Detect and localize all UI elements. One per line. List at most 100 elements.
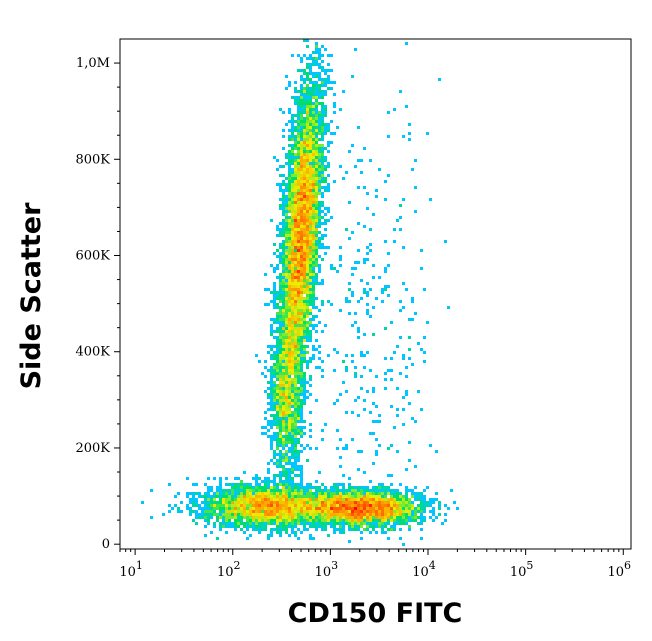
density-cell [285,510,288,513]
density-cell [288,321,291,324]
density-cell [291,195,294,198]
density-cell [399,492,402,495]
density-cell [267,501,270,504]
density-cell [276,417,279,420]
density-cell [279,429,282,432]
density-cell [315,213,318,216]
density-cell [288,534,291,537]
density-cell [306,270,309,273]
density-cell [270,498,273,501]
density-cell [267,423,270,426]
density-cell [300,294,303,297]
density-cell [321,516,324,519]
density-cell [309,537,312,540]
density-cell [345,411,348,414]
density-cell [276,234,279,237]
density-cell [279,252,282,255]
density-cell [321,510,324,513]
density-cell [402,513,405,516]
density-cell [390,513,393,516]
density-cell [309,96,312,99]
density-cell [330,267,333,270]
plot-frame [119,38,632,550]
density-cell [288,408,291,411]
density-cell [297,375,300,378]
density-cell [294,174,297,177]
density-cell [240,492,243,495]
density-cell [405,510,408,513]
density-cell [342,177,345,180]
density-cell [294,372,297,375]
density-cell [279,354,282,357]
density-cell [360,498,363,501]
density-cell [294,384,297,387]
density-cell [336,495,339,498]
density-cell [267,480,270,483]
density-cell [309,504,312,507]
density-cell [222,510,225,513]
density-cell [321,360,324,363]
density-cell [315,225,318,228]
density-cell [321,495,324,498]
density-cell [315,519,318,522]
density-cell [297,315,300,318]
density-cell [285,480,288,483]
density-cell [381,300,384,303]
density-cell [282,360,285,363]
density-cell [282,306,285,309]
density-cell [297,420,300,423]
density-cell [273,495,276,498]
density-cell [309,189,312,192]
density-cell [285,531,288,534]
density-cell [333,510,336,513]
density-cell [351,510,354,513]
density-cell [321,258,324,261]
density-cell [309,423,312,426]
density-cell [306,102,309,105]
density-cell [309,393,312,396]
density-cell [315,522,318,525]
density-cell [297,537,300,540]
density-cell [279,495,282,498]
density-cell [399,507,402,510]
density-cell [276,360,279,363]
density-cell [309,114,312,117]
density-cell [390,504,393,507]
density-cell [321,438,324,441]
density-cell [273,297,276,300]
density-cell [294,129,297,132]
density-cell [324,108,327,111]
density-cell [303,90,306,93]
density-cell [312,81,315,84]
density-cell [297,342,300,345]
density-cell [303,225,306,228]
density-cell [306,204,309,207]
density-cell [441,522,444,525]
density-cell [285,240,288,243]
density-cell [261,513,264,516]
density-cell [279,309,282,312]
density-cell [306,504,309,507]
density-cell [291,288,294,291]
density-cell [399,522,402,525]
density-cell [288,162,291,165]
density-cell [168,510,171,513]
density-cell [291,513,294,516]
density-cell [210,513,213,516]
density-cell [363,471,366,474]
density-cell [288,195,291,198]
density-cell [291,378,294,381]
density-cell [273,336,276,339]
density-cell [243,513,246,516]
density-cell [288,435,291,438]
density-cell [279,399,282,402]
density-cell [312,195,315,198]
density-cell [321,54,324,57]
density-cell [273,504,276,507]
density-cell [252,501,255,504]
density-cell [294,279,297,282]
density-cell [300,159,303,162]
density-cell [384,498,387,501]
density-cell [366,495,369,498]
density-cell [318,522,321,525]
